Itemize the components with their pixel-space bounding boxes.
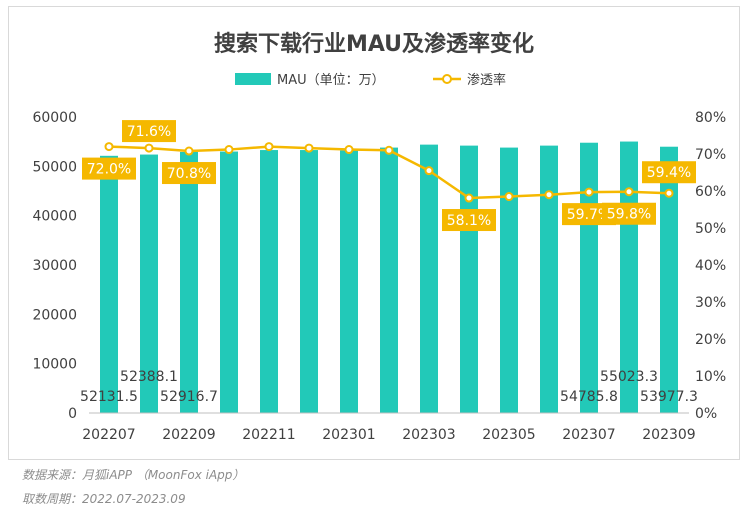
mau-data-label: 52131.5 — [80, 389, 138, 405]
data-period-note: 取数周期：2022.07-2023.09 — [22, 492, 186, 506]
x-tick-label: 202211 — [242, 427, 295, 443]
x-tick-label: 202305 — [482, 427, 535, 443]
mau-bar — [300, 150, 318, 413]
rate-data-label: 72.0% — [87, 162, 131, 178]
y-right-tick-label: 60% — [695, 184, 726, 200]
data-source-note: 数据来源：月狐iAPP （MoonFox iApp） — [22, 468, 245, 482]
penetration-point — [504, 192, 514, 202]
mau-bar — [380, 147, 398, 413]
rate-label-box — [122, 120, 176, 143]
penetration-point — [584, 187, 594, 197]
y-right-tick-label: 10% — [695, 369, 726, 385]
mau-bar — [660, 146, 678, 414]
penetration-point — [144, 143, 154, 153]
penetration-point — [264, 142, 274, 152]
rate-label-box — [642, 161, 696, 184]
mau-bar — [100, 155, 118, 413]
penetration-point — [464, 193, 474, 203]
penetration-point — [184, 146, 194, 156]
rate-data-label: 58.1% — [447, 213, 491, 229]
y-left-tick-label: 10000 — [32, 357, 77, 373]
penetration-point — [424, 166, 434, 176]
y-right-tick-label: 0% — [695, 406, 717, 422]
y-right-tick-label: 50% — [695, 221, 726, 237]
penetration-point — [544, 190, 554, 200]
y-left-tick-label: 0 — [68, 406, 77, 422]
penetration-point — [304, 143, 314, 153]
mau-bar — [260, 150, 278, 413]
penetration-point — [224, 145, 234, 155]
rate-label-box — [442, 209, 496, 232]
mau-bar — [540, 145, 558, 413]
penetration-point — [664, 188, 674, 198]
x-tick-label: 202301 — [322, 427, 375, 443]
penetration-point — [104, 142, 114, 152]
y-right-tick-label: 80% — [695, 110, 726, 126]
mau-bar — [580, 142, 598, 413]
mau-bar — [460, 145, 478, 413]
penetration-point — [344, 145, 354, 155]
x-tick-label: 202209 — [162, 427, 215, 443]
legend-swatch-mau — [235, 73, 271, 85]
y-left-tick-label: 50000 — [32, 159, 77, 175]
penetration-point — [384, 145, 394, 155]
rate-data-label: 59.8% — [607, 207, 651, 223]
y-right-tick-label: 70% — [695, 147, 726, 163]
mau-data-label: 54785.8 — [560, 389, 618, 405]
legend-swatch-marker — [442, 74, 452, 84]
rate-data-label: 71.6% — [127, 124, 171, 140]
rate-label-box — [162, 162, 216, 185]
mau-data-label: 53977.3 — [640, 389, 698, 405]
rate-data-label: 59.4% — [647, 165, 691, 181]
rate-data-label: 59.7% — [567, 207, 611, 223]
y-right-tick-label: 30% — [695, 295, 726, 311]
mau-bar — [220, 151, 238, 414]
legend-label-mau: MAU（单位：万） — [277, 73, 385, 88]
y-left-tick-label: 20000 — [32, 307, 77, 323]
mau-bar — [180, 151, 198, 413]
chart-title: 搜索下载行业MAU及渗透率变化 — [214, 31, 534, 57]
penetration-point — [624, 187, 634, 197]
x-tick-label: 202303 — [402, 427, 455, 443]
rate-label-box — [82, 157, 136, 180]
mau-penetration-chart: 搜索下载行业MAU及渗透率变化 MAU（单位：万） 渗透率 0 10000 20000 30… — [32, 31, 726, 443]
mau-bar — [140, 154, 158, 413]
mau-bar — [420, 144, 438, 414]
legend-label-rate: 渗透率 — [467, 72, 506, 88]
x-tick-label: 202207 — [82, 427, 135, 443]
x-tick-label: 202309 — [642, 427, 695, 443]
mau-bar — [340, 150, 358, 413]
mau-bar — [500, 147, 518, 413]
y-right-tick-label: 40% — [695, 258, 726, 274]
mau-data-label: 55023.3 — [600, 369, 658, 385]
mau-data-label: 52388.1 — [120, 369, 178, 385]
rate-label-box — [602, 202, 656, 225]
y-right-tick-label: 20% — [695, 332, 726, 348]
chart-card: 搜索下载行业MAU及渗透率变化 MAU（单位：万） 渗透率 0 10000 20000 30… — [8, 6, 740, 460]
y-left-tick-label: 30000 — [32, 258, 77, 274]
rate-data-label: 70.8% — [167, 166, 211, 182]
y-left-tick-label: 40000 — [32, 209, 77, 225]
mau-data-label: 52916.7 — [160, 389, 218, 405]
y-left-tick-label: 60000 — [32, 110, 77, 126]
x-tick-label: 202307 — [562, 427, 615, 443]
